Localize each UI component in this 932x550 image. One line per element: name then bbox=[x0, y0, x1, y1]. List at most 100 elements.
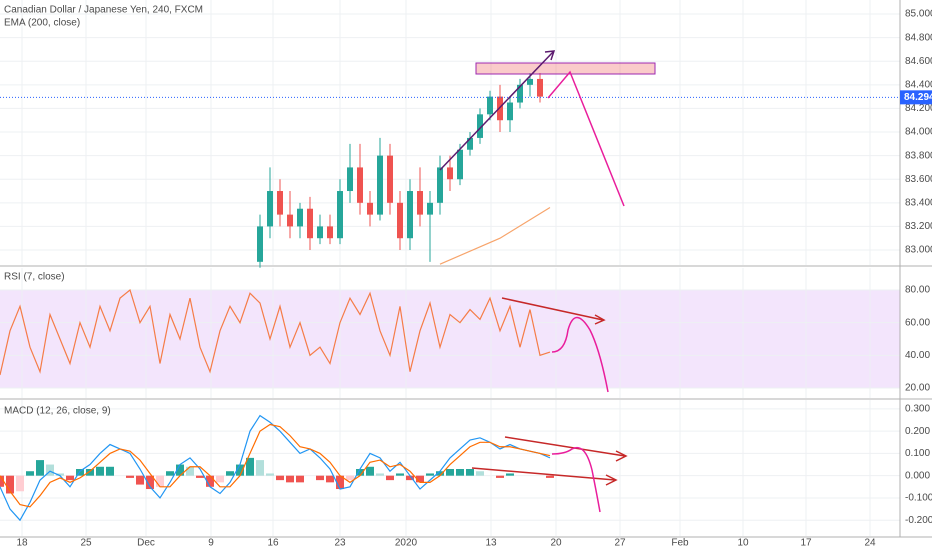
arrow-head bbox=[594, 314, 606, 325]
candle-body bbox=[517, 84, 523, 103]
histogram-bar bbox=[286, 475, 294, 483]
y-tick-label: 40.00 bbox=[905, 350, 930, 361]
histogram-bar bbox=[196, 475, 204, 478]
candle-body bbox=[377, 155, 383, 215]
drawings bbox=[439, 50, 656, 513]
candle-body bbox=[287, 214, 293, 227]
histogram-bar bbox=[366, 466, 374, 476]
y-tick-label: 85.000 bbox=[905, 9, 932, 20]
candle-body bbox=[457, 149, 463, 180]
candle-body bbox=[387, 155, 393, 203]
macd-line bbox=[0, 414, 551, 522]
x-tick-label: 17 bbox=[800, 538, 812, 549]
histogram-bar bbox=[256, 460, 264, 476]
candle-body bbox=[337, 191, 343, 239]
legend-entry: RSI (7, close) bbox=[4, 272, 65, 283]
histogram-bar bbox=[336, 475, 344, 490]
histogram-bar bbox=[36, 460, 44, 476]
arrow-head bbox=[605, 474, 618, 486]
candle-body bbox=[307, 208, 313, 239]
histogram-bar bbox=[326, 475, 334, 483]
candle-body bbox=[267, 191, 273, 227]
x-tick-label: 18 bbox=[16, 538, 28, 549]
x-tick-label: 2020 bbox=[395, 538, 418, 549]
labels: Canadian Dollar / Japanese Yen, 240, FXC… bbox=[4, 5, 203, 417]
chart-title: Canadian Dollar / Japanese Yen, 240, FXC… bbox=[4, 5, 203, 16]
histogram-bar bbox=[546, 475, 554, 478]
projection bbox=[547, 70, 625, 207]
histogram-bar bbox=[16, 475, 24, 492]
x-tick-label: 13 bbox=[485, 538, 497, 549]
marks: 84.294 bbox=[0, 73, 932, 522]
candle-body bbox=[327, 226, 333, 239]
histogram-bar bbox=[296, 475, 304, 483]
candle-body bbox=[497, 96, 503, 121]
histogram-bar bbox=[26, 471, 34, 476]
histogram-bar bbox=[136, 475, 144, 485]
histogram-bar bbox=[356, 469, 364, 476]
histogram-bar bbox=[216, 475, 224, 483]
histogram-bar bbox=[496, 475, 504, 478]
y-tick-label: 60.00 bbox=[905, 317, 930, 328]
x-tick-label: 16 bbox=[267, 538, 279, 549]
candle-body bbox=[367, 202, 373, 215]
histogram-bar bbox=[56, 473, 64, 476]
y-tick-label: 83.800 bbox=[905, 150, 932, 161]
y-tick-label: 84.800 bbox=[905, 32, 932, 43]
ema-line bbox=[439, 207, 551, 265]
histogram-bar bbox=[76, 469, 84, 476]
y-tick-label: 20.00 bbox=[905, 383, 930, 394]
x-tick-label: 20 bbox=[550, 538, 562, 549]
candle-body bbox=[477, 114, 483, 138]
candle-body bbox=[297, 208, 303, 227]
x-tick-label: 9 bbox=[208, 538, 214, 549]
rsi-projection bbox=[551, 316, 609, 393]
histogram-bar bbox=[406, 475, 414, 481]
y-tick-label: 84.400 bbox=[905, 79, 932, 90]
histogram-bar bbox=[126, 475, 134, 478]
x-tick-label: 27 bbox=[614, 538, 626, 549]
y-tick-label: 80.00 bbox=[905, 285, 930, 296]
y-tick-label: 0.200 bbox=[905, 426, 930, 437]
candle-body bbox=[417, 191, 423, 215]
histogram-bar bbox=[376, 473, 384, 476]
trend-arrow bbox=[439, 51, 554, 171]
last-price-box bbox=[900, 90, 932, 105]
last-price-label: 84.294 bbox=[904, 92, 932, 103]
histogram-bar bbox=[466, 469, 474, 476]
candle-body bbox=[467, 137, 473, 150]
y-tick-label: 84.600 bbox=[905, 56, 932, 67]
histogram-bar bbox=[436, 471, 444, 476]
arrow-head bbox=[544, 50, 556, 61]
histogram-bar bbox=[266, 473, 274, 476]
histogram-bar bbox=[66, 475, 74, 481]
histogram-bar bbox=[456, 469, 464, 476]
legend-entry: EMA (200, close) bbox=[4, 18, 80, 29]
histogram-bar bbox=[6, 475, 14, 494]
histogram-bar bbox=[156, 475, 164, 487]
candle-body bbox=[447, 167, 453, 180]
candle-body bbox=[257, 226, 263, 262]
histogram-bar bbox=[386, 475, 394, 481]
histogram-bar bbox=[46, 464, 54, 476]
histogram-bar bbox=[106, 466, 114, 476]
candle-body bbox=[277, 191, 283, 215]
signal-line bbox=[0, 423, 551, 508]
histogram-bar bbox=[0, 475, 4, 487]
y-tick-label: -0.200 bbox=[905, 515, 932, 526]
histogram-bar bbox=[506, 473, 514, 476]
x-tick-label: 25 bbox=[80, 538, 92, 549]
histogram-bar bbox=[246, 457, 254, 476]
histogram-bar bbox=[96, 466, 104, 476]
histogram-bar bbox=[226, 471, 234, 476]
rsi-divergence bbox=[501, 297, 604, 321]
arrow-head bbox=[615, 450, 628, 462]
candle-body bbox=[527, 78, 533, 85]
x-tick-label: 24 bbox=[864, 538, 876, 549]
y-tick-label: 84.200 bbox=[905, 103, 932, 114]
candle-body bbox=[537, 78, 543, 97]
histogram-bar bbox=[186, 466, 194, 476]
histogram-bar bbox=[166, 471, 174, 476]
